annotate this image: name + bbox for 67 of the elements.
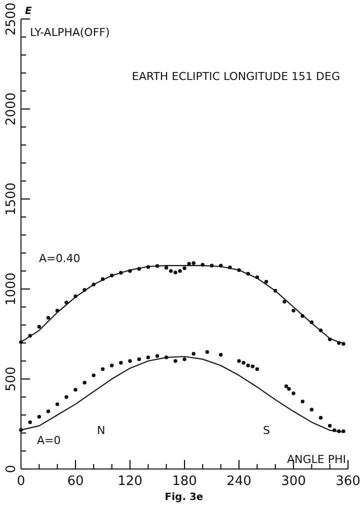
point <box>110 364 114 368</box>
point <box>46 410 50 414</box>
point <box>300 400 304 404</box>
point <box>100 367 105 371</box>
y-axis-title: E <box>25 6 32 17</box>
point <box>292 392 296 396</box>
point <box>137 357 141 362</box>
x-tick-label: 60 <box>67 474 84 489</box>
point <box>237 359 241 363</box>
point <box>55 402 60 406</box>
point <box>155 354 160 358</box>
x-tick-label: 240 <box>226 474 252 489</box>
point <box>242 360 246 365</box>
point <box>37 414 42 419</box>
point <box>182 357 186 362</box>
y-tick-label: 2500 <box>4 2 19 36</box>
point <box>164 266 168 270</box>
point <box>287 387 291 391</box>
point <box>250 364 254 368</box>
annotation: N <box>97 424 106 437</box>
y-tick-label: 500 <box>4 366 19 392</box>
point <box>19 428 23 432</box>
y-tick-label: 1500 <box>4 182 19 216</box>
point <box>74 388 78 392</box>
y-tick-label: 0 <box>4 464 19 474</box>
point <box>128 359 132 363</box>
point <box>169 269 173 273</box>
point <box>92 374 96 378</box>
x-tick-label: 180 <box>172 474 197 489</box>
point <box>192 352 196 356</box>
point <box>246 364 250 368</box>
point <box>178 269 182 273</box>
point <box>174 359 178 363</box>
x-tick-label: 360 <box>336 474 360 489</box>
annotation: A=0 <box>37 434 61 447</box>
annotation: S <box>263 424 270 437</box>
point <box>218 352 223 357</box>
point <box>328 424 332 428</box>
point <box>119 360 123 365</box>
y-tick-label: 2000 <box>4 92 19 126</box>
point <box>292 308 296 312</box>
point <box>64 395 68 399</box>
point <box>342 342 346 346</box>
point <box>82 380 86 384</box>
caption: Fig. 3e <box>164 492 204 503</box>
point <box>174 270 178 274</box>
point <box>182 266 186 270</box>
point <box>146 356 150 360</box>
point <box>192 261 196 265</box>
text: EARTH ECLIPTIC LONGITUDE 151 DEG <box>132 70 340 83</box>
point <box>28 420 32 424</box>
point <box>264 280 268 284</box>
point <box>255 367 260 371</box>
point <box>284 384 288 388</box>
point <box>37 324 42 329</box>
point <box>205 350 210 354</box>
point <box>310 408 314 412</box>
point <box>46 316 50 320</box>
x-axis-title: ANGLE PHI <box>286 453 346 466</box>
y-tick-label: 1000 <box>4 272 19 306</box>
point <box>64 300 68 304</box>
x-tick-label: 120 <box>118 474 142 489</box>
annotation: A=0.40 <box>39 252 80 265</box>
text: LY-ALPHA(OFF) <box>30 26 110 39</box>
point <box>318 416 323 420</box>
point <box>282 300 286 304</box>
x-tick-label: 300 <box>281 474 306 489</box>
